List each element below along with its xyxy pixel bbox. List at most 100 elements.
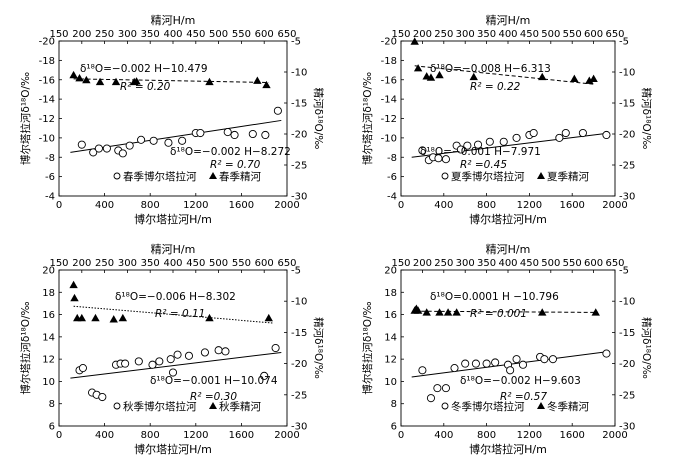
panel-4-x-top-tick-label: 300 bbox=[456, 258, 475, 269]
panel-4-annotation-r2-2: R² =0.57 bbox=[500, 391, 547, 403]
panel-4-x-bottom-tick-label: 1600 bbox=[559, 430, 584, 441]
panel-4-right-axis-label: 精河δ¹⁸O/‰ bbox=[640, 317, 653, 379]
panel-4-x-top-tick-label: 550 bbox=[563, 258, 582, 269]
panel-1-series-2-point bbox=[253, 76, 262, 84]
panel-2-series-1-point bbox=[529, 128, 538, 138]
panel-4-series-2-point bbox=[422, 308, 431, 316]
panel-4-series-1-point bbox=[491, 358, 500, 367]
panel-2-x-top-tick-label: 500 bbox=[541, 29, 560, 40]
panel-1-y-left-tick-label: -14 bbox=[39, 95, 55, 106]
panel-2-series-1-point bbox=[578, 128, 587, 138]
panel-3-x-bottom-tick-label: 1600 bbox=[229, 430, 254, 441]
panel-1-series-1-point bbox=[137, 135, 146, 144]
panel-3-series-1-point bbox=[271, 343, 280, 353]
panel-2-series-2-point bbox=[469, 72, 478, 81]
panel-1-x-bottom-tick-label: 1600 bbox=[229, 200, 254, 211]
panel-1-series-1-point bbox=[178, 136, 187, 145]
panel-4-series-1-point bbox=[518, 360, 528, 369]
panel-2-series-1-point bbox=[555, 133, 564, 142]
panel-2-x-top-tick-label: 550 bbox=[563, 29, 582, 40]
panel-1-series-2-point bbox=[262, 80, 271, 89]
panel-3-annotation-equation-2: δ¹⁸O=−0.001 H−10.074 bbox=[150, 375, 278, 387]
panel-4-series-2-point bbox=[443, 308, 453, 316]
panel-3-y-right-tick-label: -5 bbox=[291, 266, 301, 277]
panel-3-series-1-point bbox=[78, 364, 87, 373]
panel-4-x-top-tick-label: 600 bbox=[584, 258, 603, 269]
panel-1-x-top-tick-label: 400 bbox=[163, 29, 182, 40]
panel-2-y-right-tick-label: -20 bbox=[619, 130, 635, 141]
panel-2-series-2-point bbox=[589, 74, 598, 82]
panel-4-series-2-point bbox=[413, 306, 423, 314]
panel-4-annotation-r2-1: R² = 0.001 bbox=[470, 308, 527, 320]
panel-3-series-2-point bbox=[118, 313, 128, 322]
panel-3-y-left-tick-label: 18 bbox=[42, 288, 55, 299]
panel-1-x-top-tick-label: 600 bbox=[255, 29, 274, 40]
panel-1-annotation-r2-1: R² = 0.20 bbox=[120, 81, 171, 93]
panel-2-y-left-tick-label: -10 bbox=[381, 133, 397, 144]
panel-4-x-bottom-tick-label: 800 bbox=[477, 430, 496, 441]
panel-3-annotation-r2-2: R² =0.30 bbox=[190, 391, 237, 403]
panel-4-legend-marker-2 bbox=[537, 402, 545, 409]
panel-3-series-1-point bbox=[200, 348, 209, 357]
panel-1-series-1-point bbox=[261, 130, 270, 140]
panel-1-y-right-tick-label: -5 bbox=[291, 37, 301, 48]
panel-2-legend-label-1: 夏季博尔塔拉河 bbox=[451, 170, 525, 183]
panel-2-series-1-point bbox=[602, 130, 611, 140]
panel-3-series-2-point bbox=[69, 280, 78, 289]
panel-4-series-1-point bbox=[471, 359, 480, 368]
panel-2-x-top-tick-label: 250 bbox=[434, 29, 453, 40]
panel-2-y-left-tick-label: -14 bbox=[381, 95, 397, 106]
panel-3-x-top-tick-label: 600 bbox=[255, 258, 274, 269]
panel-2-series-1-point bbox=[441, 155, 450, 164]
panel-4-y-left-tick-label: 6 bbox=[391, 422, 397, 433]
panel-3-series-2-point bbox=[109, 315, 118, 323]
panel-4-x-top-tick-label: 200 bbox=[413, 258, 432, 269]
panel-3-x-bottom-tick-label: 2000 bbox=[274, 430, 299, 441]
panel-1-series-2-point bbox=[95, 77, 105, 86]
panel-3-series-1-point bbox=[221, 347, 230, 356]
panel-1-legend-label-2: 春季精河 bbox=[219, 170, 261, 183]
panel-1-series-2-point bbox=[82, 75, 91, 84]
panel-3-top-axis-label: 精河H/m bbox=[151, 243, 196, 256]
panel-3-x-top-tick-label: 200 bbox=[72, 258, 91, 269]
panel-4-x-bottom-tick-label: 1200 bbox=[517, 430, 542, 441]
panel-1-x-top-tick-label: 250 bbox=[95, 29, 114, 40]
panel-4-legend-label-1: 冬季博尔塔拉河 bbox=[451, 400, 525, 413]
panel-1-x-bottom-tick-label: 800 bbox=[141, 200, 160, 211]
panel-3-series-2-point bbox=[70, 293, 79, 302]
panel-4-y-left-tick-label: 12 bbox=[384, 355, 397, 366]
panel-1-y-left-tick-label: -6 bbox=[45, 172, 55, 183]
panel-1-y-left-tick-label: -12 bbox=[39, 114, 55, 125]
panel-1-x-bottom-tick-label: 400 bbox=[95, 200, 114, 211]
panel-1-series-1-point bbox=[196, 128, 205, 138]
panel-1-fit-line-1 bbox=[73, 78, 269, 84]
panel-2-annotation-r2-2: R² =0.45 bbox=[460, 159, 507, 171]
panel-4-series-1-point bbox=[540, 355, 549, 364]
panel-4-y-right-tick-label: -15 bbox=[619, 328, 635, 339]
panel-3-y-left-tick-label: 8 bbox=[49, 399, 55, 410]
panel-4-y-left-tick-label: 20 bbox=[384, 266, 397, 277]
panel-3-x-top-tick-label: 450 bbox=[186, 258, 205, 269]
panel-3-x-bottom-tick-label: 0 bbox=[56, 430, 62, 441]
panel-1-annotation-r2-2: R² = 0.70 bbox=[210, 159, 261, 171]
panel-1-series-1-point bbox=[149, 136, 158, 145]
panel-1-left-axis-label: 博尔塔拉河δ¹⁸O/‰ bbox=[19, 72, 32, 165]
panel-2-series-1-point bbox=[512, 133, 521, 142]
panel-2-right-axis-label: 精河δ¹⁸O/‰ bbox=[640, 88, 653, 150]
panel-3-legend-marker-1 bbox=[113, 402, 121, 410]
panel-2-fit-line-1 bbox=[414, 65, 596, 85]
panel-2-series-2-point bbox=[435, 70, 444, 79]
panel-3-fit-line-1 bbox=[73, 305, 274, 324]
panel-1-legend-label-1: 春季博尔塔拉河 bbox=[123, 170, 197, 183]
panel-3-x-bottom-tick-label: 800 bbox=[141, 430, 160, 441]
panel-3-series-1-point bbox=[134, 357, 143, 366]
panel-1-annotation-equation-2: δ¹⁸O=−0.002 H−8.272 bbox=[170, 146, 291, 158]
panel-3-annotation-r2-1: R² = 0.11 bbox=[155, 308, 205, 320]
panel-4-series-1-point bbox=[461, 359, 470, 368]
panel-4-series-1-point bbox=[512, 355, 521, 364]
panel-4-x-top-tick-label: 150 bbox=[391, 258, 410, 269]
panel-3-right-axis-label: 精河δ¹⁸O/‰ bbox=[312, 317, 325, 379]
panel-3-x-top-tick-label: 550 bbox=[232, 258, 251, 269]
panel-2-series-1-point bbox=[561, 128, 570, 138]
panel-1-x-top-tick-label: 300 bbox=[118, 29, 137, 40]
